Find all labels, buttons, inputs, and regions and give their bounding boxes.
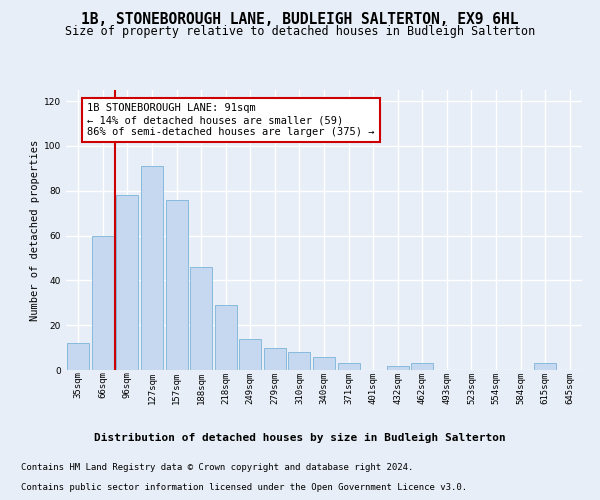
Y-axis label: Number of detached properties: Number of detached properties [30, 140, 40, 320]
Text: Distribution of detached houses by size in Budleigh Salterton: Distribution of detached houses by size … [94, 432, 506, 442]
Text: Contains HM Land Registry data © Crown copyright and database right 2024.: Contains HM Land Registry data © Crown c… [21, 464, 413, 472]
Bar [141, 166, 163, 370]
Bar [534, 364, 556, 370]
Bar [215, 305, 237, 370]
Text: Contains public sector information licensed under the Open Government Licence v3: Contains public sector information licen… [21, 484, 467, 492]
Bar [411, 364, 433, 370]
Bar [313, 356, 335, 370]
Bar [92, 236, 114, 370]
Bar [289, 352, 310, 370]
Bar [239, 338, 262, 370]
Bar [116, 196, 139, 370]
Bar [338, 364, 359, 370]
Bar [67, 343, 89, 370]
Bar [386, 366, 409, 370]
Bar [264, 348, 286, 370]
Text: Size of property relative to detached houses in Budleigh Salterton: Size of property relative to detached ho… [65, 25, 535, 38]
Text: 1B STONEBOROUGH LANE: 91sqm
← 14% of detached houses are smaller (59)
86% of sem: 1B STONEBOROUGH LANE: 91sqm ← 14% of det… [87, 104, 374, 136]
Text: 1B, STONEBOROUGH LANE, BUDLEIGH SALTERTON, EX9 6HL: 1B, STONEBOROUGH LANE, BUDLEIGH SALTERTO… [81, 12, 519, 28]
Bar [190, 267, 212, 370]
Bar [166, 200, 188, 370]
